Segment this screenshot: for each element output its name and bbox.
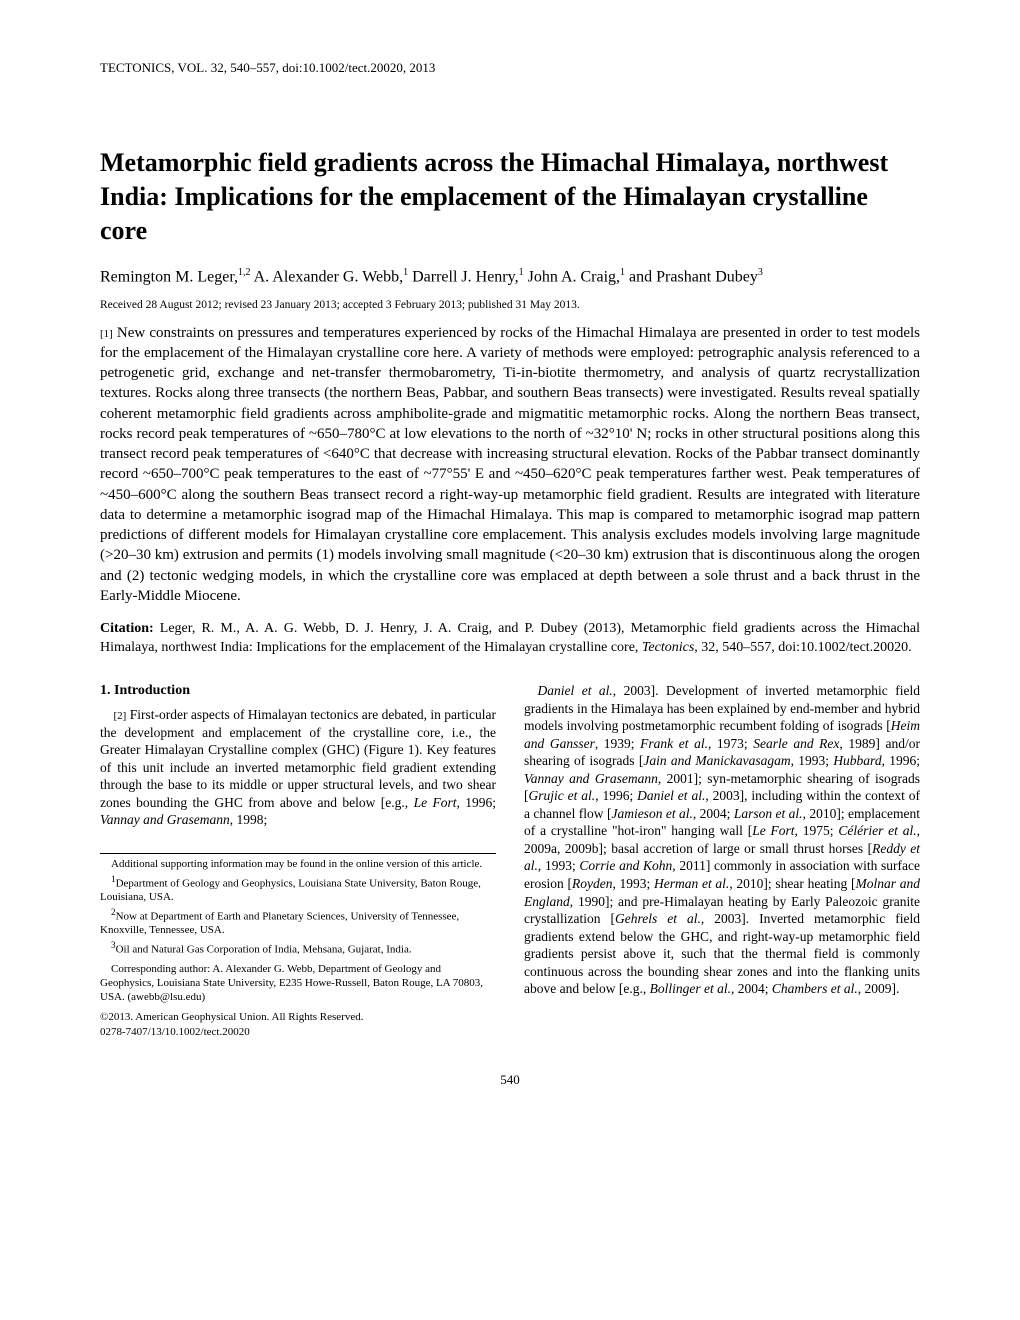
footnote-copyright: ©2013. American Geophysical Union. All R…	[100, 1011, 496, 1025]
footnote-issn: 0278-7407/13/10.1002/tect.20020	[100, 1026, 496, 1040]
intro-paragraph-right: Daniel et al., 2003]. Development of inv…	[524, 682, 920, 998]
section-1-heading: 1. Introduction	[100, 682, 496, 700]
left-column: 1. Introduction [2] First-order aspects …	[100, 682, 496, 1042]
authors-line: Remington M. Leger,1,2 A. Alexander G. W…	[100, 267, 920, 286]
abstract: [1] New constraints on pressures and tem…	[100, 323, 920, 607]
citation-block: Citation: Leger, R. M., A. A. G. Webb, D…	[100, 620, 920, 658]
footnote-affiliation-1: 1Department of Geology and Geophysics, L…	[100, 874, 496, 905]
running-head: TECTONICS, VOL. 32, 540–557, doi:10.1002…	[100, 60, 920, 76]
intro-paragraph-left: [2] First-order aspects of Himalayan tec…	[100, 706, 496, 829]
two-column-body: 1. Introduction [2] First-order aspects …	[100, 682, 920, 1042]
article-title: Metamorphic field gradients across the H…	[100, 146, 920, 247]
page-number: 540	[100, 1072, 920, 1088]
footnote-block: Additional supporting information may be…	[100, 853, 496, 1040]
footnote-supporting-info: Additional supporting information may be…	[100, 858, 496, 872]
footnote-corresponding-author: Corresponding author: A. Alexander G. We…	[100, 963, 496, 1004]
right-column: Daniel et al., 2003]. Development of inv…	[524, 682, 920, 1042]
abstract-paragraph-number: [1]	[100, 328, 113, 340]
citation-label: Citation:	[100, 621, 154, 636]
footnote-affiliation-3: 3Oil and Natural Gas Corporation of Indi…	[100, 940, 496, 957]
abstract-text: New constraints on pressures and tempera…	[100, 325, 920, 604]
received-dates: Received 28 August 2012; revised 23 Janu…	[100, 299, 920, 311]
citation-journal: Tectonics	[642, 640, 694, 655]
citation-volume: , 32, 540–557, doi:10.1002/tect.20020.	[694, 640, 911, 655]
footnote-affiliation-2: 2Now at Department of Earth and Planetar…	[100, 907, 496, 938]
